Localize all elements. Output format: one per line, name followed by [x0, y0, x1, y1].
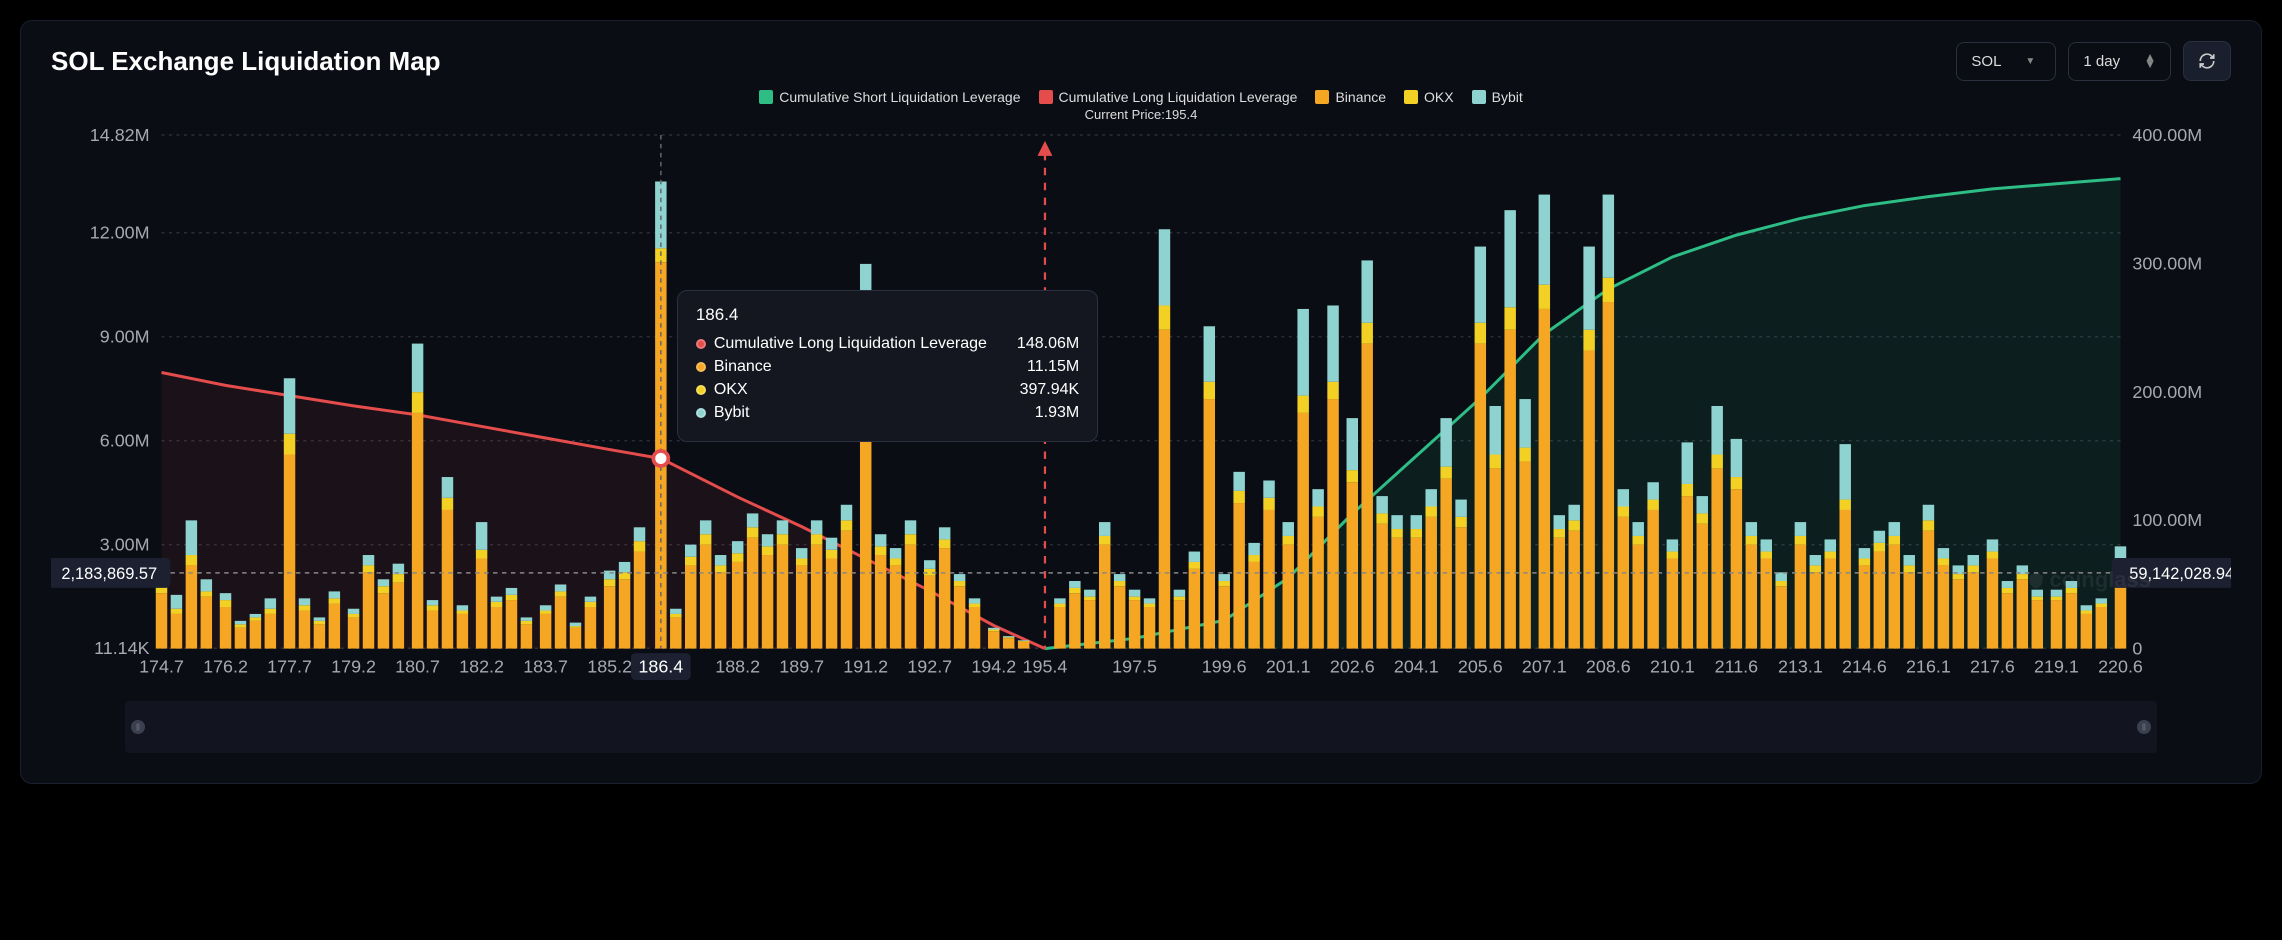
svg-text:179.2: 179.2	[331, 656, 376, 676]
svg-text:183.7: 183.7	[523, 656, 568, 676]
svg-text:197.5: 197.5	[1112, 656, 1157, 676]
liquidation-chart[interactable]: 11.14K3.00M6.00M9.00M12.00M14.82M0100.00…	[51, 126, 2231, 693]
svg-text:12.00M: 12.00M	[90, 223, 150, 243]
svg-text:202.6: 202.6	[1330, 656, 1375, 676]
range-slider[interactable]: || ||	[125, 701, 2157, 753]
svg-text:211.6: 211.6	[1715, 656, 1759, 676]
svg-text:194.2: 194.2	[971, 656, 1016, 676]
svg-text:217.6: 217.6	[1970, 656, 2015, 676]
refresh-icon	[2198, 52, 2216, 70]
current-price-label: Current Price:195.4	[51, 107, 2231, 122]
svg-text:213.1: 213.1	[1778, 656, 1823, 676]
svg-text:180.7: 180.7	[395, 656, 440, 676]
svg-text:207.1: 207.1	[1522, 656, 1567, 676]
legend-item[interactable]: Binance	[1315, 89, 1386, 105]
svg-text:220.6: 220.6	[2098, 656, 2143, 676]
chevron-down-icon: ▼	[2025, 56, 2035, 67]
svg-text:174.7: 174.7	[139, 656, 184, 676]
chart-area[interactable]: 11.14K3.00M6.00M9.00M12.00M14.82M0100.00…	[51, 126, 2231, 693]
svg-text:208.6: 208.6	[1586, 656, 1631, 676]
legend-item[interactable]: OKX	[1404, 89, 1454, 105]
legend: Cumulative Short Liquidation Leverage Cum…	[51, 89, 2231, 105]
timeframe-value: 1 day	[2083, 53, 2120, 70]
svg-text:189.7: 189.7	[779, 656, 824, 676]
svg-text:201.1: 201.1	[1266, 656, 1311, 676]
svg-text:185.2: 185.2	[587, 656, 632, 676]
page-title: SOL Exchange Liquidation Map	[51, 46, 441, 77]
svg-text:186.4: 186.4	[638, 656, 683, 676]
svg-text:400.00M: 400.00M	[2132, 126, 2202, 145]
svg-text:188.2: 188.2	[715, 656, 760, 676]
svg-text:195.4: 195.4	[1023, 656, 1068, 676]
timeframe-select[interactable]: 1 day ▲▼	[2068, 42, 2171, 81]
svg-text:3.00M: 3.00M	[100, 535, 150, 555]
svg-text:216.1: 216.1	[1906, 656, 1951, 676]
header-row: SOL Exchange Liquidation Map SOL ▼ 1 day…	[51, 41, 2231, 81]
svg-text:199.6: 199.6	[1202, 656, 1247, 676]
svg-text:59,142,028.94: 59,142,028.94	[2129, 565, 2231, 583]
svg-text:11.14K: 11.14K	[94, 638, 149, 658]
svg-text:300.00M: 300.00M	[2132, 253, 2202, 273]
svg-text:100.00M: 100.00M	[2132, 510, 2202, 530]
svg-text:210.1: 210.1	[1650, 656, 1695, 676]
svg-text:176.2: 176.2	[203, 656, 248, 676]
legend-item[interactable]: Cumulative Short Liquidation Leverage	[759, 89, 1020, 105]
symbol-value: SOL	[1971, 53, 2001, 70]
stepper-icon: ▲▼	[2144, 54, 2156, 68]
symbol-select[interactable]: SOL ▼	[1956, 42, 2056, 81]
svg-text:219.1: 219.1	[2034, 656, 2079, 676]
controls: SOL ▼ 1 day ▲▼	[1956, 41, 2231, 81]
svg-text:205.6: 205.6	[1458, 656, 1503, 676]
svg-text:6.00M: 6.00M	[100, 431, 150, 451]
svg-text:9.00M: 9.00M	[100, 327, 150, 347]
svg-text:204.1: 204.1	[1394, 656, 1439, 676]
range-handle-right[interactable]: ||	[2137, 720, 2151, 734]
legend-item[interactable]: Cumulative Long Liquidation Leverage	[1039, 89, 1298, 105]
svg-text:192.7: 192.7	[907, 656, 952, 676]
legend-item[interactable]: Bybit	[1472, 89, 1523, 105]
svg-text:200.00M: 200.00M	[2132, 382, 2202, 402]
svg-text:14.82M: 14.82M	[90, 126, 150, 145]
refresh-button[interactable]	[2183, 41, 2231, 81]
svg-text:191.2: 191.2	[843, 656, 888, 676]
svg-text:214.6: 214.6	[1842, 656, 1887, 676]
range-handle-left[interactable]: ||	[131, 720, 145, 734]
svg-text:2,183,869.57: 2,183,869.57	[61, 565, 157, 583]
liquidation-map-panel: SOL Exchange Liquidation Map SOL ▼ 1 day…	[20, 20, 2262, 784]
svg-text:182.2: 182.2	[459, 656, 504, 676]
svg-text:177.7: 177.7	[267, 656, 312, 676]
